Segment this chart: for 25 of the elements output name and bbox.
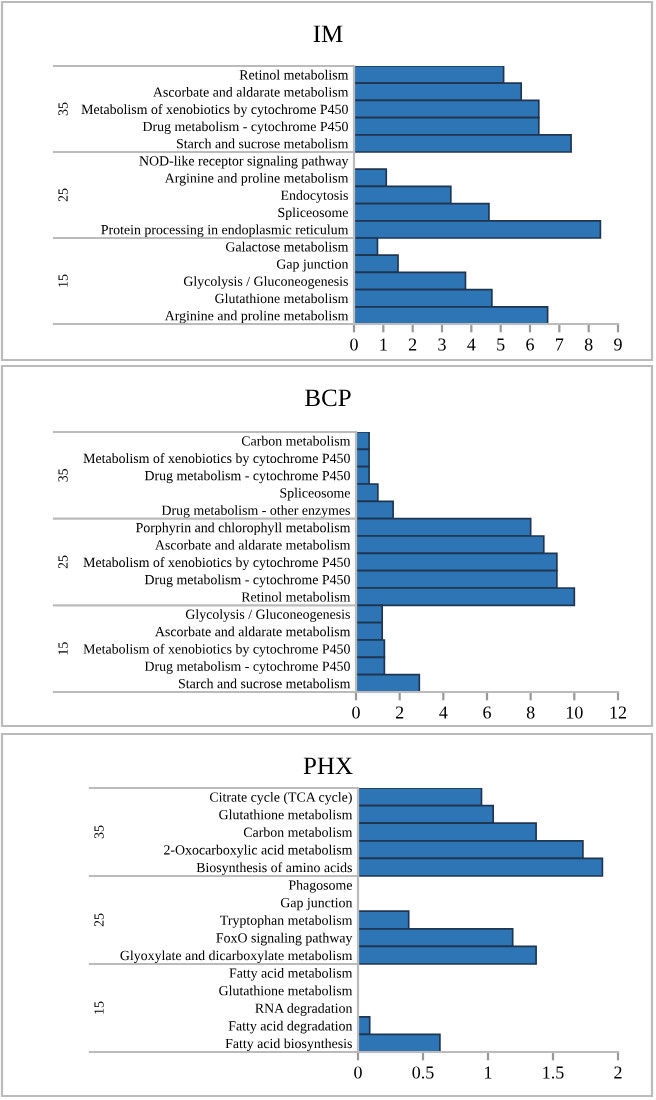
x-tick-label: 5 xyxy=(497,338,505,351)
x-tick-label: 0 xyxy=(350,338,358,351)
x-tick-label: 1 xyxy=(380,338,387,351)
x-tick-label: 2 xyxy=(408,338,417,351)
x-tick-label: 0 xyxy=(354,1066,362,1079)
x-tick-label: 6 xyxy=(526,338,534,351)
x-tick-label: 0.5 xyxy=(412,1066,434,1079)
x-tick-label: 1.5 xyxy=(543,1066,564,1079)
x-tick-label: 10 xyxy=(566,706,583,719)
chart-title: PHX xyxy=(303,757,353,775)
x-tick-label: 2 xyxy=(395,706,404,719)
x-tick-label: 2 xyxy=(614,1066,622,1079)
x-tick-label: 3 xyxy=(438,338,446,351)
x-tick-label: 8 xyxy=(584,338,593,351)
x-tick-label: 0 xyxy=(352,706,360,719)
x-tick-label: 6 xyxy=(483,706,491,719)
chart-title: BCP xyxy=(305,389,351,407)
x-tick-label: 9 xyxy=(614,338,622,351)
x-tick-label: 7 xyxy=(556,338,564,351)
x-tick-label: 4 xyxy=(467,338,476,351)
x-tick-label: 8 xyxy=(526,706,535,719)
x-tick-label: 1 xyxy=(485,1066,492,1079)
x-tick-label: 12 xyxy=(610,706,627,719)
x-tick-label: 4 xyxy=(439,706,448,719)
chart-title: IM xyxy=(313,25,343,43)
